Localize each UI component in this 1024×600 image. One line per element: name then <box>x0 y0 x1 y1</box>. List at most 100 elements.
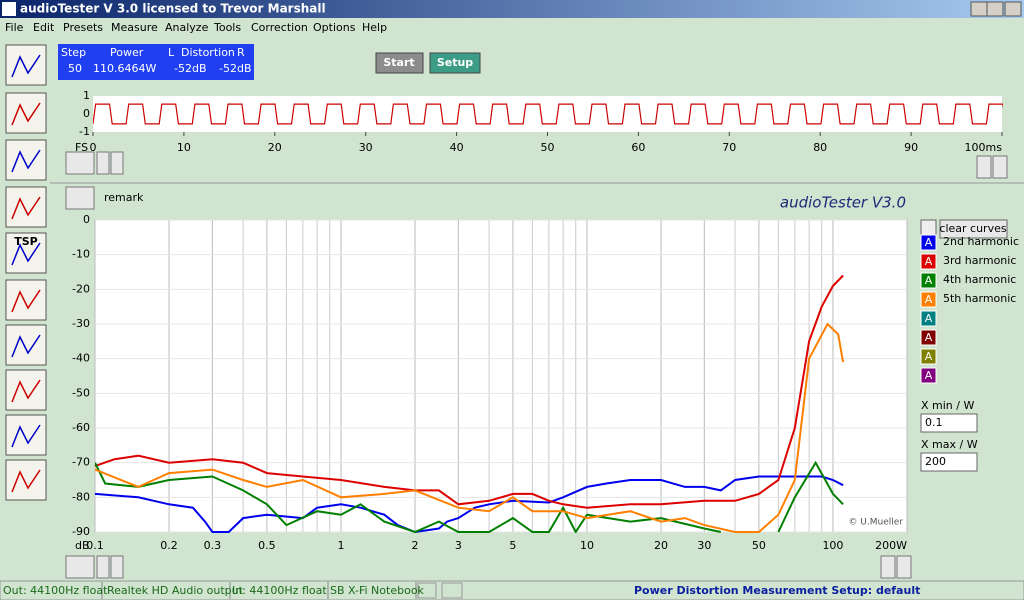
remark: remark <box>104 191 144 204</box>
x-tick-label: 10 <box>177 141 191 154</box>
menu-item[interactable]: Tools <box>213 21 241 34</box>
tool-button[interactable] <box>5 92 47 134</box>
close-button[interactable] <box>1004 1 1022 17</box>
scroll-left[interactable] <box>96 555 110 579</box>
x-tick-label: 5 <box>509 539 516 552</box>
scroll-right[interactable] <box>896 555 912 579</box>
minimize-button[interactable] <box>970 1 988 17</box>
y-tick-label: -10 <box>72 248 90 261</box>
tool-icon <box>11 196 41 220</box>
status-text: Realtek HD Audio output <box>107 584 244 597</box>
x-tick-label: 0 <box>90 141 97 154</box>
xmin-label: X min / W <box>921 399 974 412</box>
tool-button[interactable] <box>5 369 47 411</box>
menu-item[interactable]: Help <box>362 21 387 34</box>
xmax-label: X max / W <box>921 438 978 451</box>
start-button[interactable] <box>375 52 424 74</box>
legend-label: 5th harmonic <box>943 292 1016 305</box>
maximize-button[interactable] <box>986 1 1004 17</box>
panel-value: -52dB <box>219 62 252 75</box>
scroll-left[interactable] <box>976 155 992 179</box>
status-text: SB X-Fi Notebook <box>330 584 425 597</box>
scroll-left[interactable] <box>96 151 110 175</box>
tool-button[interactable] <box>5 139 47 181</box>
menu-item[interactable]: Options <box>313 21 356 34</box>
x-tick-label: 60 <box>631 141 645 154</box>
series-line <box>95 475 844 533</box>
legend-marker: A <box>925 312 933 325</box>
y-tick-label: 1 <box>83 89 90 102</box>
y-tick-label: -20 <box>72 282 90 295</box>
legend-swatch[interactable] <box>920 291 937 308</box>
tool-button[interactable] <box>5 414 47 456</box>
legend-marker: A <box>925 274 933 287</box>
button-label: Setup <box>437 56 473 69</box>
tool-button[interactable] <box>5 186 47 228</box>
menu-item[interactable]: Measure <box>111 21 158 34</box>
spin[interactable] <box>65 151 95 175</box>
tool-label: TSP <box>14 235 38 248</box>
legend-swatch[interactable] <box>920 367 937 384</box>
xmin-value: 0.1 <box>925 416 943 429</box>
menu-item[interactable]: Presets <box>63 21 103 34</box>
y-tick-label: -1 <box>79 125 90 138</box>
y-tick-label: -70 <box>72 456 90 469</box>
scroll-right[interactable] <box>110 555 124 579</box>
x-tick-label: 50 <box>541 141 555 154</box>
scroll-left[interactable] <box>880 555 896 579</box>
x-tick-label: 0.3 <box>204 539 222 552</box>
panel-header: Step <box>61 46 86 59</box>
legend-label: 4th harmonic <box>943 273 1016 286</box>
legend-swatch[interactable] <box>920 253 937 270</box>
xmax-value: 200 <box>925 455 946 468</box>
app-icon <box>2 2 16 16</box>
scroll-right[interactable] <box>110 151 124 175</box>
menu-item[interactable]: Correction <box>251 21 308 34</box>
tool-button[interactable] <box>5 459 47 501</box>
legend-swatch[interactable] <box>920 348 937 365</box>
tool-icon <box>11 424 41 448</box>
legend-marker: A <box>925 350 933 363</box>
setup-button[interactable] <box>429 52 481 74</box>
y-tick-label: -30 <box>72 317 90 330</box>
x-tick-label: 1 <box>337 539 344 552</box>
status-cell <box>441 582 463 599</box>
y-tick-label: -40 <box>72 352 90 365</box>
legend-swatch[interactable] <box>920 329 937 346</box>
legend-swatch[interactable] <box>920 310 937 327</box>
menu-item[interactable]: Analyze <box>165 21 209 34</box>
legend-swatch[interactable] <box>920 234 937 251</box>
x-tick-label: 0.5 <box>258 539 276 552</box>
panel-header: Distortion <box>181 46 235 59</box>
x-tick-label: 30 <box>697 539 711 552</box>
y-tick-label: 0 <box>83 107 90 120</box>
menu-bar <box>0 18 1024 38</box>
legend-marker: A <box>925 293 933 306</box>
menu-item[interactable]: File <box>5 21 24 34</box>
x-tick-label: 0.1 <box>86 539 104 552</box>
xmax-input[interactable] <box>920 452 978 472</box>
tool-icon <box>11 379 41 403</box>
clear-curves-button[interactable] <box>939 219 1008 239</box>
tool-button[interactable] <box>5 279 47 321</box>
panel-value: 50 <box>68 62 82 75</box>
status-bar <box>0 580 1024 600</box>
tool-button[interactable] <box>5 324 47 366</box>
x-tick-label: 10 <box>580 539 594 552</box>
xmin-input[interactable] <box>920 413 978 433</box>
x-tick-label: 30 <box>359 141 373 154</box>
tool-button[interactable] <box>5 232 47 274</box>
scroll-right[interactable] <box>992 155 1008 179</box>
x-tick-label: 70 <box>722 141 736 154</box>
scroll-controls <box>65 151 1008 579</box>
spin[interactable] <box>65 555 95 579</box>
status-text: In: 44100Hz float <box>232 584 327 597</box>
legend-swatch[interactable] <box>920 272 937 289</box>
legend-marker: A <box>925 236 933 249</box>
menu-item[interactable]: Edit <box>33 21 55 34</box>
legend-marker: A <box>925 255 933 268</box>
tool-button[interactable] <box>5 44 47 86</box>
spin[interactable] <box>65 186 95 210</box>
